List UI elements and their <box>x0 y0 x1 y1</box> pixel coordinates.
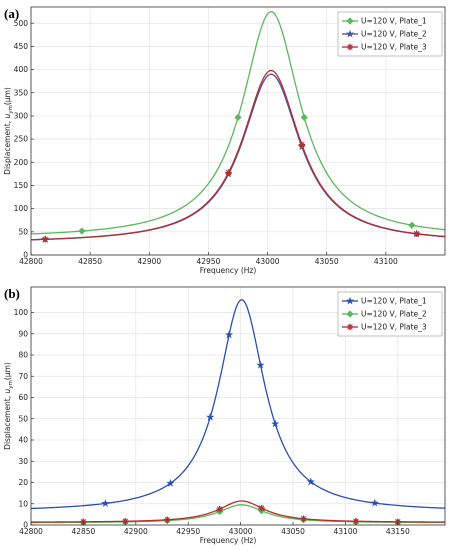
x-tick-label: 43100 <box>374 257 398 266</box>
x-tick-label: 42800 <box>19 527 43 536</box>
data-point-marker <box>166 478 175 487</box>
legend-label: U=120 V, Plate_2 <box>361 310 427 319</box>
y-tick-label: 400 <box>14 65 29 74</box>
x-tick-label: 43000 <box>229 527 253 536</box>
legend-marker <box>346 310 354 318</box>
x-tick-label: 42850 <box>71 527 95 536</box>
series-line-2 <box>31 504 445 524</box>
y-tick-label: 150 <box>14 181 29 190</box>
data-point-marker <box>258 504 265 512</box>
legend-label: U=120 V, Plate_2 <box>361 30 427 39</box>
y-tick-label: 450 <box>14 42 29 51</box>
y-tick-label: 100 <box>14 204 29 213</box>
panel-label: (a) <box>4 6 19 21</box>
y-tick-label: 200 <box>14 158 29 167</box>
data-point-marker <box>352 518 360 525</box>
data-point-marker <box>298 141 306 148</box>
y-tick-label: 70 <box>18 372 28 381</box>
data-point-marker <box>205 412 215 421</box>
y-tick-label: 250 <box>14 135 29 144</box>
data-point-marker <box>408 221 416 229</box>
x-axis-label: Frequency (Hz) <box>200 266 257 275</box>
data-point-marker <box>225 169 232 176</box>
legend: U=120 V, Plate_1 U=120 V, Plate_2 U=120 V,… <box>337 291 443 337</box>
legend-label: U=120 V, Plate_1 <box>361 17 427 26</box>
panel-label: (b) <box>4 286 20 301</box>
chart-panel-b: 0 10 20 30 40 50 60 70 80 90 100 42800 42850 42900 429… <box>3 286 446 545</box>
legend-label: U=120 V, Plate_1 <box>361 297 427 306</box>
data-point-marker <box>306 477 316 486</box>
data-point-marker <box>256 360 265 369</box>
data-point-marker <box>41 236 49 243</box>
x-tick-label: 42900 <box>124 527 148 536</box>
data-point-marker <box>216 505 223 513</box>
x-tick-label: 43100 <box>334 527 358 536</box>
x-tick-label: 43000 <box>256 257 280 266</box>
y-tick-label: 60 <box>18 393 28 402</box>
legend-marker <box>346 323 354 331</box>
x-tick-label: 43050 <box>315 257 339 266</box>
data-point-marker <box>164 516 171 523</box>
x-tick-label: 43050 <box>281 527 305 536</box>
legend-label: U=120 V, Plate_3 <box>361 323 427 332</box>
x-tick-label: 42850 <box>78 257 102 266</box>
y-axis-label: Displacement, uym(μm) <box>3 87 14 175</box>
legend-marker <box>346 43 354 51</box>
x-tick-label: 42800 <box>19 257 43 266</box>
y-tick-label: 300 <box>14 112 29 121</box>
y-tick-label: 40 <box>18 436 28 445</box>
x-axis-label: Frequency (Hz) <box>200 536 257 545</box>
y-tick-label: 90 <box>18 329 28 338</box>
y-tick-label: 30 <box>18 457 28 466</box>
y-tick-label: 80 <box>18 351 28 360</box>
data-point-marker <box>122 518 129 525</box>
legend: U=120 V, Plate_1 U=120 V, Plate_2 U=120 V,… <box>337 11 443 57</box>
data-point-marker <box>270 419 280 428</box>
plot-frame <box>30 6 446 256</box>
x-tick-label: 42900 <box>137 257 161 266</box>
series-line-3 <box>30 69 446 241</box>
data-point-marker <box>370 498 380 507</box>
y-tick-label: 20 <box>18 478 28 487</box>
legend-marker <box>345 29 355 38</box>
y-tick-label: 50 <box>18 414 28 423</box>
legend-label: U=120 V, Plate_3 <box>361 43 427 52</box>
y-tick-label: 350 <box>14 88 29 97</box>
data-point-marker <box>300 113 308 122</box>
x-tick-label: 42950 <box>196 257 220 266</box>
data-point-marker <box>78 227 86 235</box>
y-tick-label: 50 <box>18 227 28 236</box>
y-tick-label: 0 <box>23 521 28 530</box>
y-axis-label: Displacement, uym(μm) <box>3 362 14 450</box>
plot-frame <box>30 286 446 526</box>
legend-marker <box>346 17 354 25</box>
x-tick-label: 43150 <box>386 527 410 536</box>
series-line-3 <box>30 500 445 523</box>
x-tick-label: 42950 <box>176 527 200 536</box>
data-point-marker <box>300 515 307 522</box>
chart-panel-a: 0 50 100 150 200 250 300 350 400 450 500 42800 42850… <box>3 6 446 275</box>
y-tick-label: 0 <box>23 251 28 260</box>
y-tick-label: 500 <box>14 19 29 28</box>
legend-marker <box>345 296 355 305</box>
y-tick-label: 100 <box>14 308 29 317</box>
series-line-2 <box>30 73 446 241</box>
y-tick-label: 10 <box>18 499 28 508</box>
data-point-marker <box>101 499 110 508</box>
data-point-marker <box>234 113 242 122</box>
data-point-marker <box>224 330 234 339</box>
data-point-marker <box>413 230 420 237</box>
